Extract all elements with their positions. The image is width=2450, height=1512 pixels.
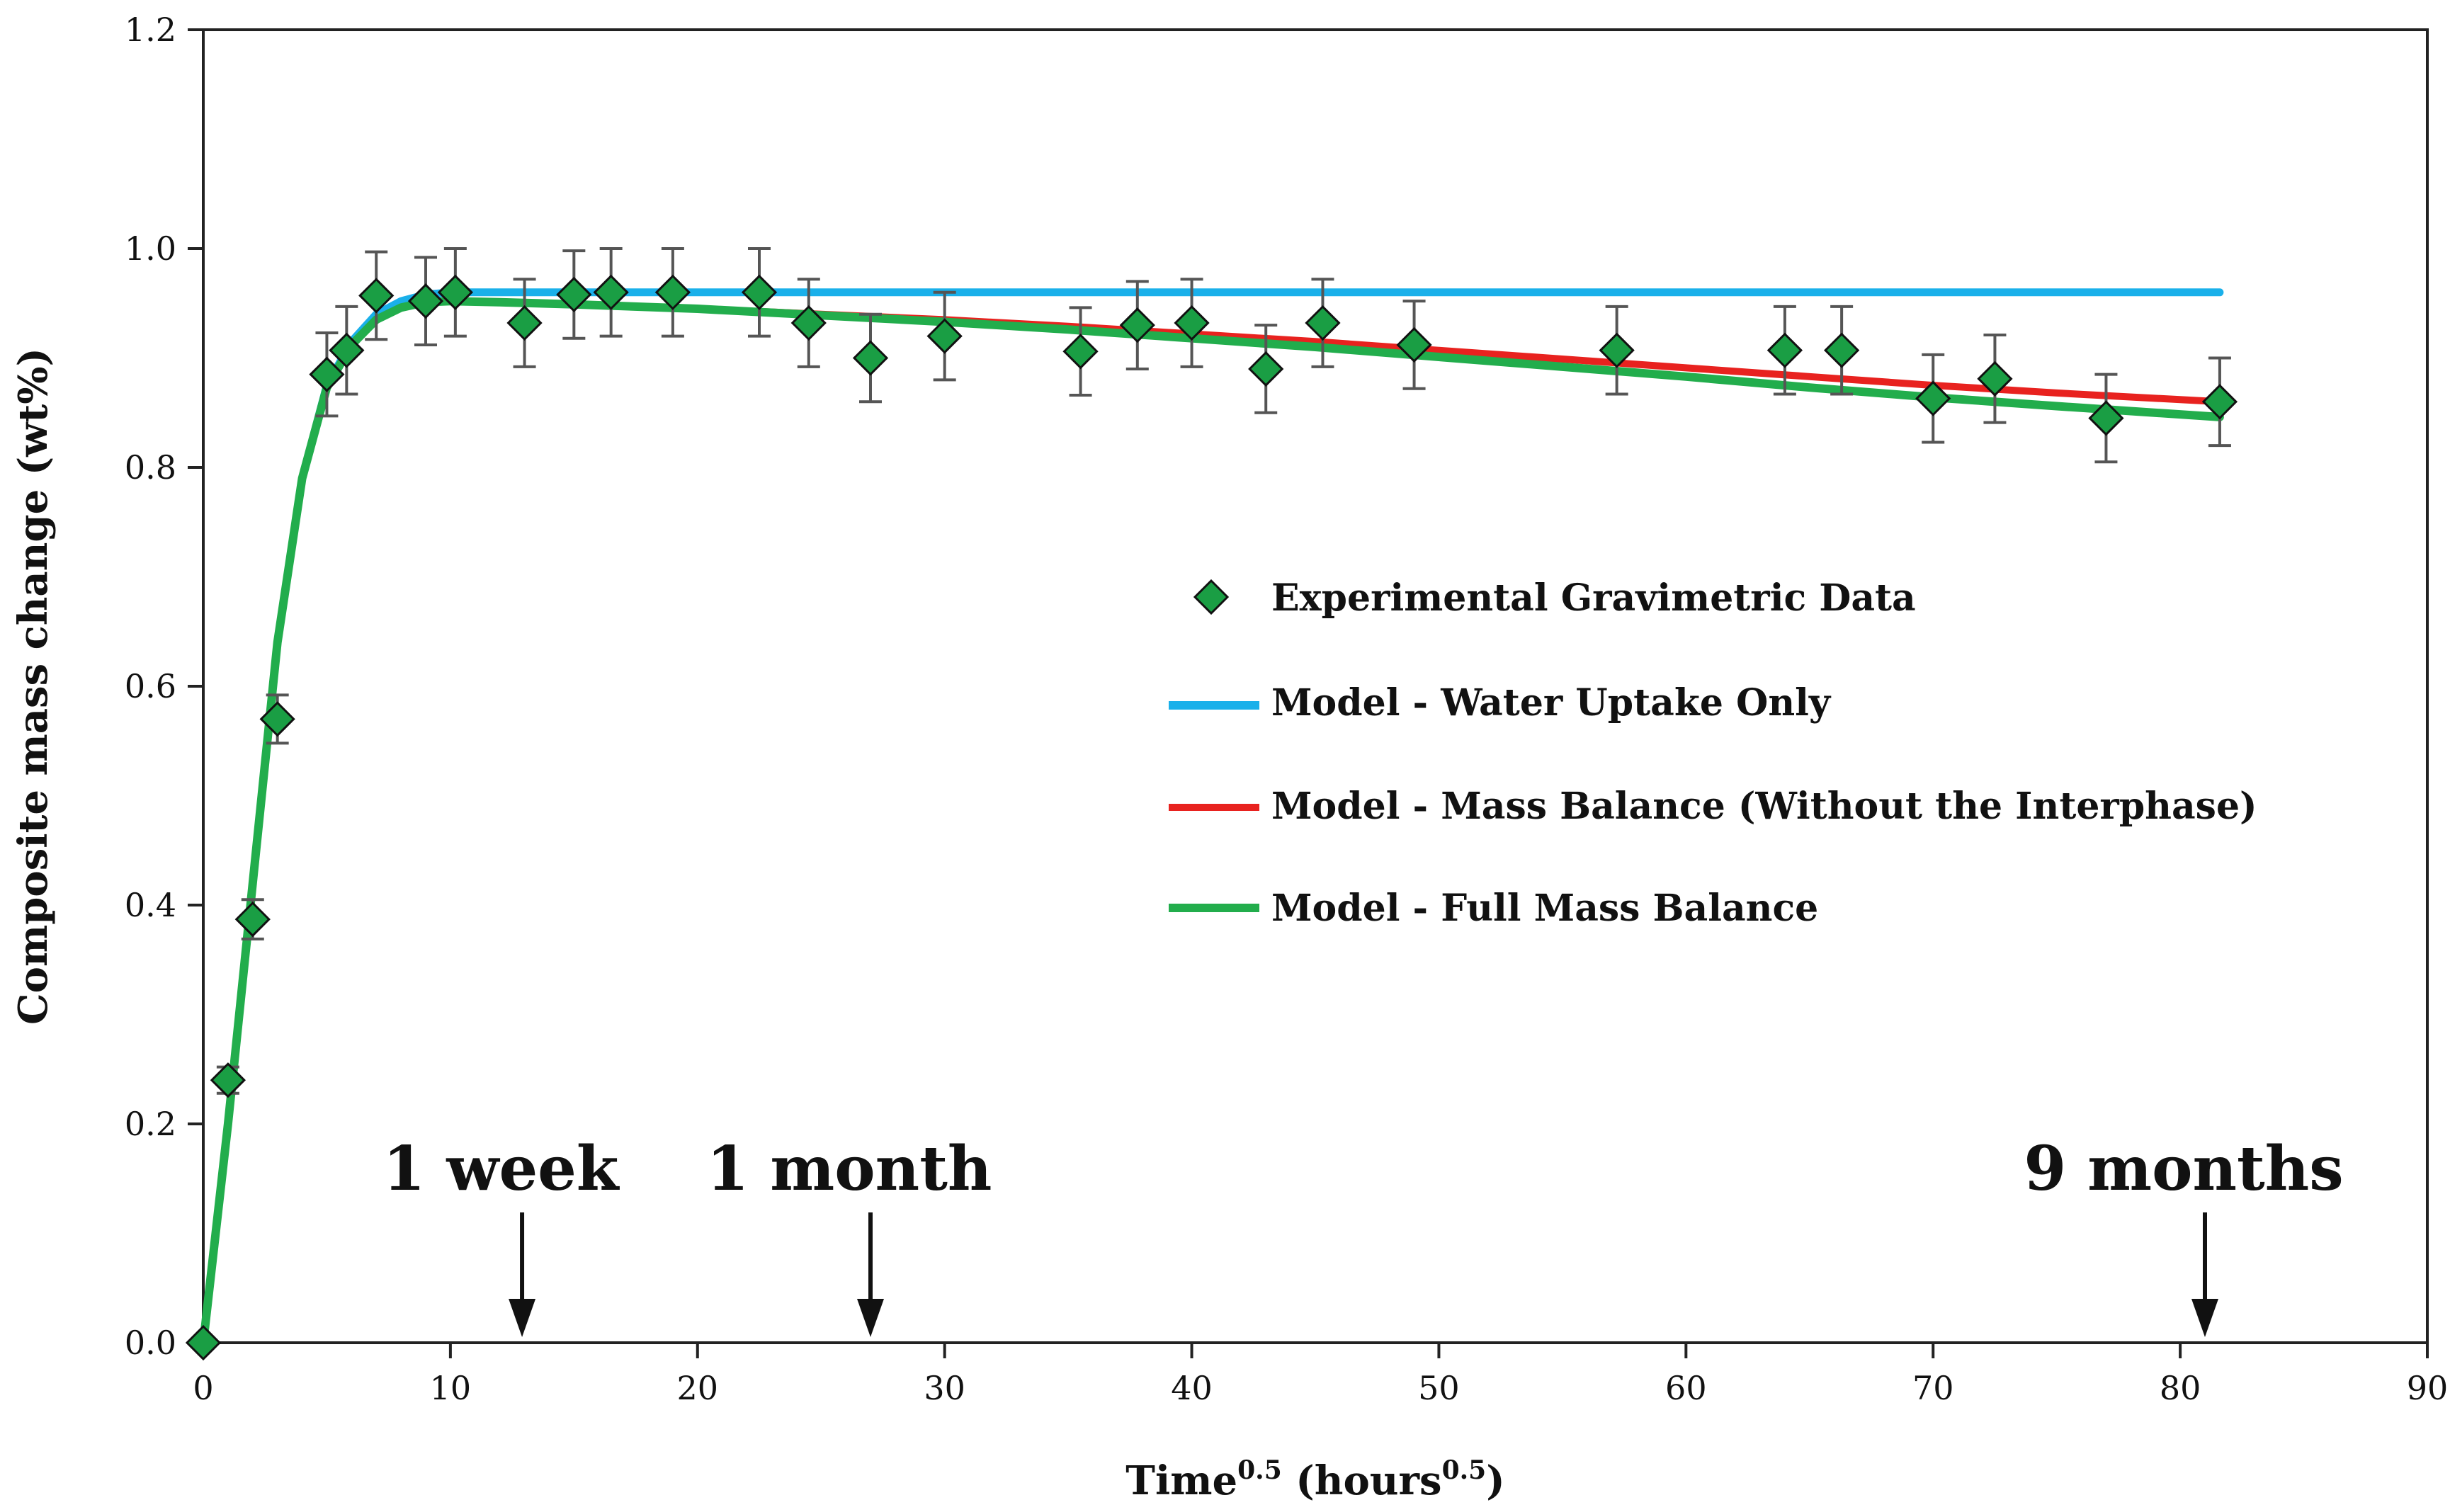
data-point [790, 305, 827, 341]
data-point [506, 305, 543, 341]
x-axis-title-sup2: 0.5 [1442, 1455, 1487, 1485]
legend-label-water: Model - Water Uptake Only [1271, 681, 1832, 724]
data-point [329, 332, 365, 368]
annotation-arrow-head [857, 1299, 884, 1337]
y-tick-label: 1.2 [125, 11, 176, 49]
x-tick-label: 20 [677, 1369, 719, 1407]
data-point [926, 318, 963, 354]
data-point [1766, 332, 1803, 368]
data-point [259, 701, 295, 737]
x-tick-label: 50 [1418, 1369, 1460, 1407]
x-axis-title-end: ) [1486, 1457, 1505, 1504]
legend-label-experimental: Experimental Gravimetric Data [1271, 576, 1916, 620]
x-tick-label: 90 [2407, 1369, 2449, 1407]
data-point [407, 283, 444, 319]
data-point [1396, 326, 1432, 363]
data-point [1062, 334, 1099, 370]
y-tick-label: 0.6 [125, 667, 176, 705]
x-axis-title-sup: 0.5 [1237, 1455, 1282, 1485]
annotation-label: 9 months [2024, 1133, 2343, 1205]
data-point [1915, 380, 1951, 416]
data-point [1824, 332, 1860, 368]
legend-label-mass-balance: Model - Mass Balance (Without the Interp… [1271, 785, 2257, 828]
x-tick-label: 0 [193, 1369, 213, 1407]
data-point [1119, 307, 1155, 343]
x-axis-title-main: Time [1125, 1457, 1237, 1504]
y-tick-label: 0.2 [125, 1105, 176, 1143]
x-tick-label: 30 [924, 1369, 965, 1407]
series-line-full-mass-balance [199, 297, 2224, 1347]
data-point [234, 901, 271, 938]
x-axis-ticks: 0 10 20 30 40 50 60 70 80 90 [193, 1343, 2448, 1407]
data-point [1599, 332, 1635, 368]
data-point [1305, 305, 1341, 341]
annotations: 1 week 1 month 9 months [383, 1133, 2344, 1337]
y-axis-title: Composite mass change (wt%) [10, 348, 57, 1025]
x-tick-label: 10 [430, 1369, 472, 1407]
data-point [1174, 305, 1210, 341]
y-tick-label: 0.0 [125, 1324, 176, 1362]
annotation-arrow-head [2191, 1299, 2218, 1337]
y-tick-label: 0.8 [125, 448, 176, 487]
data-point [2201, 384, 2238, 420]
annotation-label: 1 week [383, 1133, 620, 1205]
legend-label-full-mass-balance: Model - Full Mass Balance [1271, 887, 1818, 930]
data-point [556, 276, 592, 313]
data-point [309, 356, 345, 392]
data-point [593, 274, 629, 310]
data-points [185, 274, 2238, 1361]
data-point [437, 274, 473, 310]
y-axis-ticks: 0.0 0.2 0.4 0.6 0.8 1.0 1.2 [125, 11, 203, 1362]
data-point [654, 274, 691, 310]
data-point [852, 340, 889, 376]
data-point [2088, 400, 2124, 436]
annotation-label: 1 month [707, 1133, 992, 1205]
annotation-arrow-head [509, 1299, 536, 1337]
x-tick-label: 70 [1912, 1369, 1954, 1407]
y-tick-label: 1.0 [125, 229, 176, 268]
legend: Experimental Gravimetric Data Model - Wa… [1169, 576, 2257, 930]
data-point [1248, 351, 1284, 387]
legend-marker-diamond [1193, 579, 1230, 615]
data-point [358, 278, 395, 314]
data-point [185, 1324, 222, 1361]
x-tick-label: 60 [1665, 1369, 1707, 1407]
data-point [1977, 360, 2013, 397]
x-tick-label: 80 [2160, 1369, 2201, 1407]
error-bars [216, 247, 2231, 1095]
data-point [210, 1062, 246, 1098]
x-axis-title: Time0.5 (hours0.5) [1125, 1455, 1504, 1504]
x-axis-title-mid: (hours [1282, 1457, 1442, 1504]
y-tick-label: 0.4 [125, 886, 176, 924]
x-tick-label: 40 [1171, 1369, 1213, 1407]
data-point [741, 274, 778, 310]
model-lines [199, 288, 2224, 1347]
